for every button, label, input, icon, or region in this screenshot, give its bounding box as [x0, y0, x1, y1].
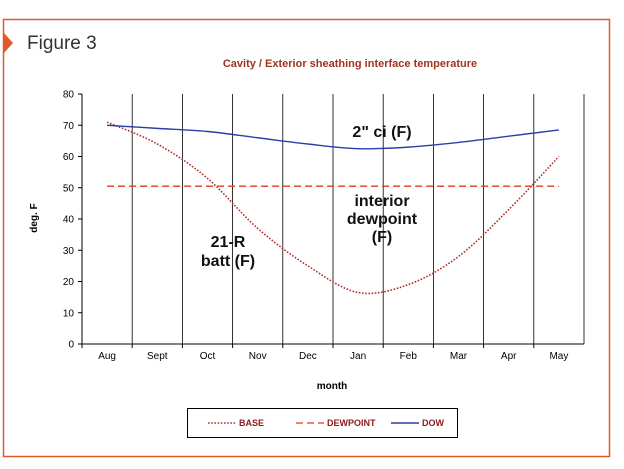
chart-annotation: batt (F) [201, 253, 255, 270]
figure-tab-marker [4, 33, 13, 53]
x-tick-label: Oct [200, 351, 216, 362]
x-tick-label: Dec [299, 351, 317, 362]
series-line-dow [107, 124, 559, 150]
y-tick-label: 10 [63, 308, 75, 319]
x-tick-label: Mar [450, 351, 468, 362]
y-axis-label: deg. F [29, 203, 40, 232]
chart-annotation: interior [354, 193, 409, 210]
x-tick-label: Nov [249, 351, 267, 362]
x-tick-label: May [549, 351, 568, 362]
legend-label: DEWPOINT [327, 418, 376, 428]
chart-annotation: dewpoint [347, 211, 418, 228]
x-axis-label: month [317, 381, 348, 392]
y-tick-label: 80 [63, 90, 75, 101]
y-tick-label: 50 [63, 183, 75, 194]
y-tick-labels: 0 10 20 30 40 50 60 70 80 [63, 90, 75, 351]
y-tick-label: 70 [63, 121, 75, 132]
y-tick-label: 0 [68, 340, 74, 351]
legend-entries: BASE DEWPOINT DOW [208, 418, 445, 428]
x-tick-label: Sept [147, 351, 168, 362]
chart-annotation: (F) [372, 229, 392, 246]
x-tick-label: Feb [400, 351, 418, 362]
series-lines [106, 121, 560, 295]
legend-label: BASE [239, 418, 264, 428]
chart-annotation: 2" ci (F) [352, 124, 411, 141]
axes [78, 93, 584, 348]
x-tick-label: Apr [501, 351, 517, 362]
chart-title: Cavity / Exterior sheathing interface te… [223, 58, 477, 70]
chart-annotation: 21-R [211, 234, 246, 251]
y-tick-label: 30 [63, 246, 75, 257]
x-tick-label: Jan [350, 351, 366, 362]
figure-label: Figure 3 [27, 33, 97, 54]
legend-label: DOW [422, 418, 445, 428]
y-tick-label: 40 [63, 215, 75, 226]
series-line-base [106, 121, 560, 295]
grid-lines [131, 94, 585, 344]
x-tick-labels: Aug Sept Oct Nov Dec Jan Feb Mar Apr May [98, 351, 568, 362]
x-tick-label: Aug [98, 351, 116, 362]
figure-border [2, 18, 611, 458]
y-tick-label: 60 [63, 152, 75, 163]
y-tick-label: 20 [63, 277, 75, 288]
